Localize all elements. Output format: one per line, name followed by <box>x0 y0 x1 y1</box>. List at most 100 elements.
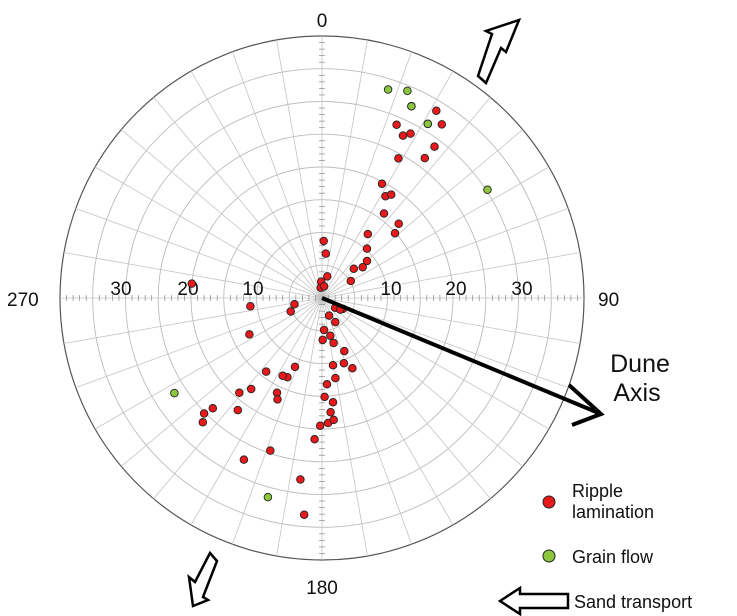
point-ripple-lamination <box>349 264 359 273</box>
point-ripple-lamination <box>398 131 408 140</box>
point-ripple-lamination <box>320 392 329 402</box>
grid-spoke <box>190 297 323 526</box>
point-ripple-lamination <box>358 262 367 272</box>
dip-label-east-20: 20 <box>445 279 466 300</box>
grid-spoke <box>153 97 323 299</box>
grid-spoke <box>94 297 323 430</box>
point-ripple-lamination <box>318 335 327 345</box>
sand-transport-arrow-ne <box>476 17 522 86</box>
grid-spoke <box>232 51 323 299</box>
dip-label-west-10: 10 <box>242 279 263 300</box>
grid-spoke <box>321 297 550 430</box>
grid-spoke <box>321 97 491 299</box>
data-points <box>170 85 492 519</box>
point-ripple-lamination <box>328 360 338 370</box>
point-ripple-lamination <box>329 338 338 348</box>
point-ripple-lamination <box>406 129 415 138</box>
label-east: 90 <box>598 290 619 311</box>
point-ripple-lamination <box>331 317 340 327</box>
point-grain-flow <box>403 86 412 96</box>
grid-spoke <box>121 129 323 299</box>
point-ripple-lamination <box>394 219 403 228</box>
point-ripple-lamination <box>363 229 373 239</box>
grid-spoke <box>94 166 323 299</box>
point-ripple-lamination <box>245 330 254 339</box>
point-ripple-lamination <box>377 179 387 189</box>
point-ripple-lamination <box>290 362 300 372</box>
point-ripple-lamination <box>239 455 249 464</box>
point-ripple-lamination <box>379 209 389 218</box>
grid-spoke <box>321 297 412 545</box>
dune-axis-label-line2: Axis <box>613 379 660 407</box>
grid-spoke <box>153 297 323 499</box>
grid-spoke <box>321 51 412 299</box>
dip-label-east-30: 30 <box>511 279 532 300</box>
legend-marker-ripple <box>542 495 556 509</box>
point-ripple-lamination <box>430 142 439 151</box>
point-ripple-lamination <box>323 272 332 281</box>
point-ripple-lamination <box>348 364 357 373</box>
point-ripple-lamination <box>278 371 287 381</box>
grid-spoke <box>276 39 323 299</box>
legend-sand-transport-arrow-icon <box>497 585 570 616</box>
point-ripple-lamination <box>286 307 295 316</box>
legend-label-ripple-line1: Ripple <box>572 481 623 501</box>
dip-label-west-30: 30 <box>110 279 131 300</box>
point-ripple-lamination <box>198 418 208 427</box>
legend-marker-grain-flow <box>542 549 556 563</box>
point-ripple-lamination <box>329 415 338 425</box>
grid-spoke <box>232 297 323 545</box>
point-ripple-lamination <box>339 358 349 368</box>
point-ripple-lamination <box>390 228 400 238</box>
point-grain-flow <box>423 119 433 129</box>
point-ripple-lamination <box>322 380 332 389</box>
point-ripple-lamination <box>233 405 243 415</box>
dune-axis-label-line1: Dune <box>610 350 670 378</box>
point-ripple-lamination <box>321 249 331 258</box>
point-ripple-lamination <box>199 409 209 418</box>
dune-axis-arrow <box>321 296 605 427</box>
point-ripple-lamination <box>326 331 335 340</box>
point-ripple-lamination <box>437 120 447 129</box>
point-grain-flow <box>383 85 393 94</box>
point-ripple-lamination <box>246 302 255 311</box>
point-ripple-lamination <box>362 244 372 253</box>
dip-label-east-10: 10 <box>380 279 401 300</box>
label-north: 0 <box>317 11 328 32</box>
point-ripple-lamination <box>394 154 403 163</box>
point-ripple-lamination <box>328 397 338 407</box>
point-ripple-lamination <box>420 153 430 163</box>
point-grain-flow <box>407 102 416 111</box>
grid-spoke <box>321 297 523 467</box>
point-ripple-lamination <box>310 435 319 444</box>
point-grain-flow <box>170 388 179 398</box>
label-west: 270 <box>7 290 39 311</box>
point-ripple-lamination <box>235 388 244 398</box>
grid-spoke <box>276 297 323 557</box>
grid-spoke <box>321 166 550 299</box>
point-ripple-lamination <box>319 236 328 246</box>
legend-label-ripple-line2: lamination <box>572 502 654 522</box>
point-ripple-lamination <box>346 276 356 286</box>
grid-spoke <box>321 208 569 299</box>
point-ripple-lamination <box>273 395 282 404</box>
point-ripple-lamination <box>299 510 309 519</box>
grid-spoke <box>321 297 454 526</box>
point-ripple-lamination <box>340 346 349 356</box>
grid-spoke <box>190 70 323 299</box>
grid-spoke <box>121 297 323 467</box>
point-ripple-lamination <box>319 325 329 335</box>
point-ripple-lamination <box>319 282 329 291</box>
point-ripple-lamination <box>326 408 335 417</box>
point-ripple-lamination <box>187 279 197 288</box>
grid-spoke <box>321 297 368 557</box>
point-ripple-lamination <box>315 421 325 430</box>
point-ripple-lamination <box>392 120 401 129</box>
point-ripple-lamination <box>246 384 256 394</box>
point-grain-flow <box>263 492 273 502</box>
point-ripple-lamination <box>296 475 305 484</box>
point-ripple-lamination <box>324 311 334 320</box>
point-ripple-lamination <box>266 446 275 455</box>
point-ripple-lamination <box>208 404 218 413</box>
